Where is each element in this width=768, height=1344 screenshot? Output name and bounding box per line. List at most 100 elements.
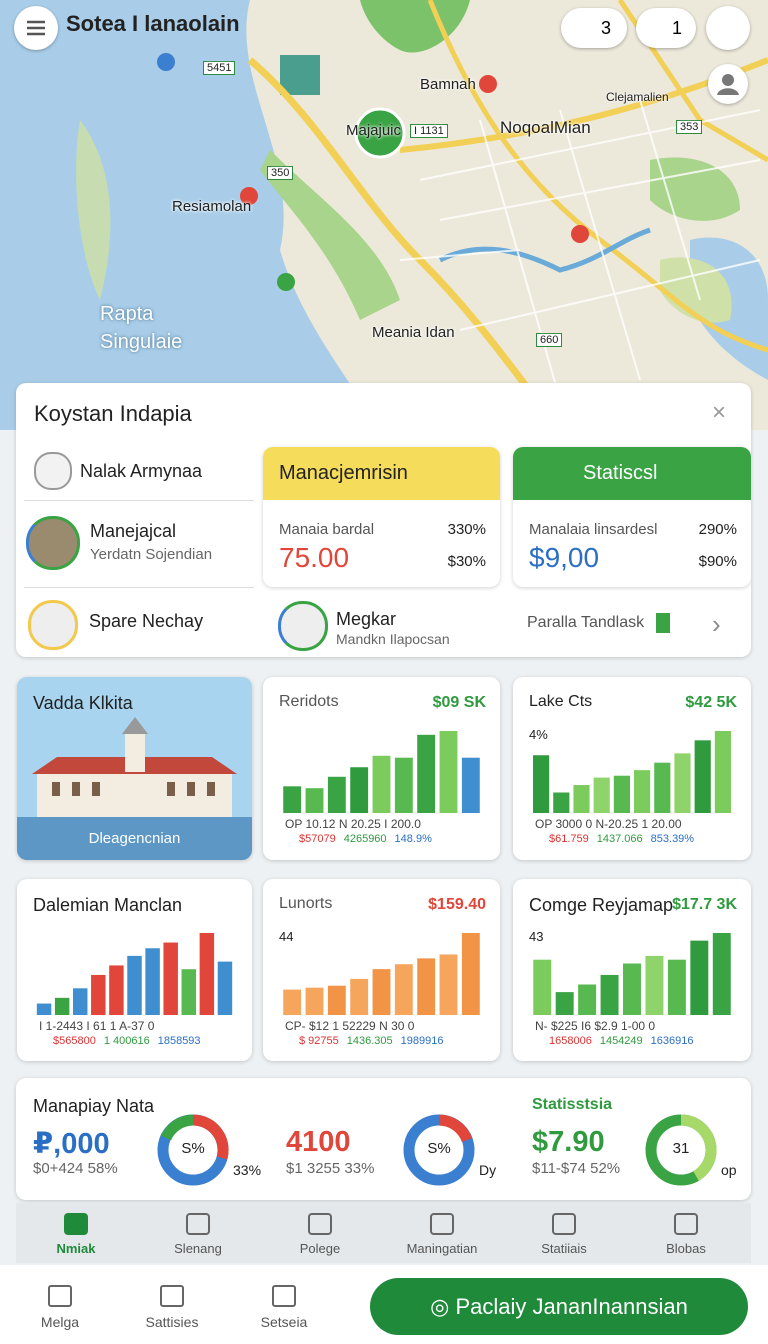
- map-label: NoqoalMian: [500, 118, 591, 137]
- card-value: 75.00: [279, 542, 350, 573]
- tab-icon: [64, 1213, 88, 1235]
- bar: [578, 984, 597, 1015]
- stat-title: Manapiay Nata: [33, 1096, 155, 1116]
- sub-label: 1436.305: [346, 1035, 393, 1047]
- chart-title: Comge Reyjamap: [529, 895, 674, 915]
- user-button[interactable]: [708, 64, 748, 104]
- menu-icon: [27, 20, 45, 36]
- stat-sub: $1 3255 33%: [286, 1160, 375, 1177]
- chart-card[interactable]: Comge Reyjamap $17.7 3K 43 N- $225 I6 $2.9 …: [513, 879, 751, 1061]
- card-value: $9,00: [529, 542, 600, 573]
- map: [0, 0, 768, 430]
- tab-label[interactable]: Slenang: [174, 1241, 222, 1256]
- axis-labels: CP- $12 1 52229 N 30 0: [285, 1019, 415, 1033]
- badge[interactable]: 3: [561, 8, 627, 48]
- nav-label[interactable]: Melga: [40, 1314, 80, 1330]
- nav-label[interactable]: Sattisies: [145, 1314, 199, 1330]
- donuts: [157, 1114, 717, 1186]
- tab-icon: [552, 1213, 576, 1235]
- bar: [394, 757, 413, 813]
- summary-card[interactable]: Statiscsl Manalaia linsardesl 290% $9,00…: [513, 447, 751, 587]
- bar: [372, 755, 391, 813]
- footer-name[interactable]: Megkar: [336, 609, 397, 629]
- menu-button[interactable]: [14, 6, 58, 50]
- card-sub: $30%: [447, 553, 486, 570]
- bar: [634, 770, 651, 813]
- tab-label[interactable]: Polege: [299, 1241, 341, 1256]
- map-label: Singulaie: [100, 331, 183, 353]
- bar: [91, 974, 106, 1015]
- bar: [199, 933, 215, 1015]
- card-header: [513, 447, 751, 500]
- list-item[interactable]: Manejajcal: [90, 521, 177, 541]
- bar: [553, 792, 570, 813]
- donut-label: 31: [672, 1140, 690, 1157]
- stat-value: 4100: [286, 1126, 351, 1158]
- summary-card[interactable]: Manacjemrisin Manaia bardal 330% 75.00 $…: [263, 447, 500, 587]
- card-pct: 330%: [447, 521, 486, 538]
- bar: [372, 969, 391, 1015]
- bar: [533, 755, 550, 813]
- donut-label: S%: [427, 1140, 451, 1157]
- bar-chart: [36, 933, 233, 1015]
- bar: [327, 985, 346, 1015]
- bar: [54, 997, 70, 1015]
- bar: [283, 786, 302, 813]
- list-icon: [28, 600, 78, 650]
- tab-icon: [186, 1213, 210, 1235]
- bar: [623, 963, 641, 1015]
- chart-note: 43: [529, 929, 544, 944]
- tab-label[interactable]: Nmiak: [56, 1241, 96, 1256]
- footer-sub: Mandkn Ilapocsan: [336, 631, 450, 647]
- primary-button[interactable]: ◎ Paclaiy JananInannsian: [370, 1278, 748, 1335]
- list-item[interactable]: Spare Nechay: [89, 611, 204, 631]
- sub-labels: 1658006 1454249 1636916: [549, 1035, 701, 1047]
- chevron[interactable]: ›: [712, 609, 721, 639]
- nav-icon: [48, 1285, 72, 1307]
- bar: [417, 734, 436, 813]
- stat-title: Statisstsia: [532, 1096, 613, 1113]
- chart-card[interactable]: Reridots $09 SK OP 10.12 N 20.25 I 200.0 $5…: [263, 677, 500, 860]
- tab-label[interactable]: Blobas: [666, 1241, 706, 1256]
- card-pct: 290%: [698, 521, 737, 538]
- list-item[interactable]: Nalak Armynaa: [80, 461, 203, 481]
- chart-value: $17.7 3K: [672, 896, 737, 913]
- donut-side: Dy: [479, 1162, 497, 1178]
- tab-label[interactable]: Statiiais: [541, 1241, 587, 1256]
- chart-title: Lunorts: [279, 895, 333, 912]
- tab-label[interactable]: Maningatian: [406, 1241, 478, 1256]
- image-title: Vadda Klkita: [33, 693, 133, 713]
- map-label: Majajuic: [346, 122, 402, 139]
- chart-card[interactable]: Lake Cts $42 5K 4% OP 3000 0 N-20.25 1 20.0…: [513, 677, 751, 860]
- chart-card[interactable]: Dalemian Manclan I 1-2443 I 61 1 A-37 0 $5…: [17, 879, 252, 1061]
- bar: [600, 974, 619, 1015]
- chart-title: Dalemian Manclan: [33, 895, 183, 915]
- map-label: 5451: [203, 61, 236, 75]
- profile-button[interactable]: [706, 6, 750, 50]
- sub-label: 148.9%: [394, 833, 432, 845]
- close-button[interactable]: ×: [712, 399, 727, 426]
- sub-labels: $565800 1 400616 1858593: [53, 1035, 209, 1047]
- image-card[interactable]: Vadda Klkita Dleagencnian: [17, 677, 252, 860]
- stats-card: Manapiay Nata ₽,000 $0+424 58% S% 33% 4100 $1 …: [16, 1078, 751, 1200]
- bar: [654, 762, 671, 813]
- bar-chart: [283, 731, 480, 813]
- panel-title: Koystan Indapia: [34, 401, 192, 426]
- bar: [36, 1003, 52, 1015]
- badge[interactable]: 1: [636, 8, 696, 48]
- tab-icon: [674, 1213, 698, 1235]
- map-label: Rapta: [100, 303, 154, 325]
- nav-label[interactable]: Setseia: [260, 1314, 308, 1330]
- chart-note: 44: [279, 929, 294, 944]
- card-header: [263, 447, 500, 500]
- bar: [350, 767, 369, 813]
- sub-labels: $61.759 1437.066 853.39%: [549, 833, 702, 845]
- bar: [217, 961, 233, 1015]
- bar: [350, 978, 369, 1015]
- chart-card[interactable]: Lunorts $159.40 44 CP- $12 1 52229 N 30 0 $ …: [263, 879, 500, 1061]
- footer-link[interactable]: Paralla Tandlask: [527, 614, 645, 631]
- card-label: Manaia bardal: [279, 521, 375, 538]
- bar: [394, 964, 413, 1015]
- bar: [305, 788, 324, 813]
- image-caption: Dleagencnian: [88, 830, 181, 847]
